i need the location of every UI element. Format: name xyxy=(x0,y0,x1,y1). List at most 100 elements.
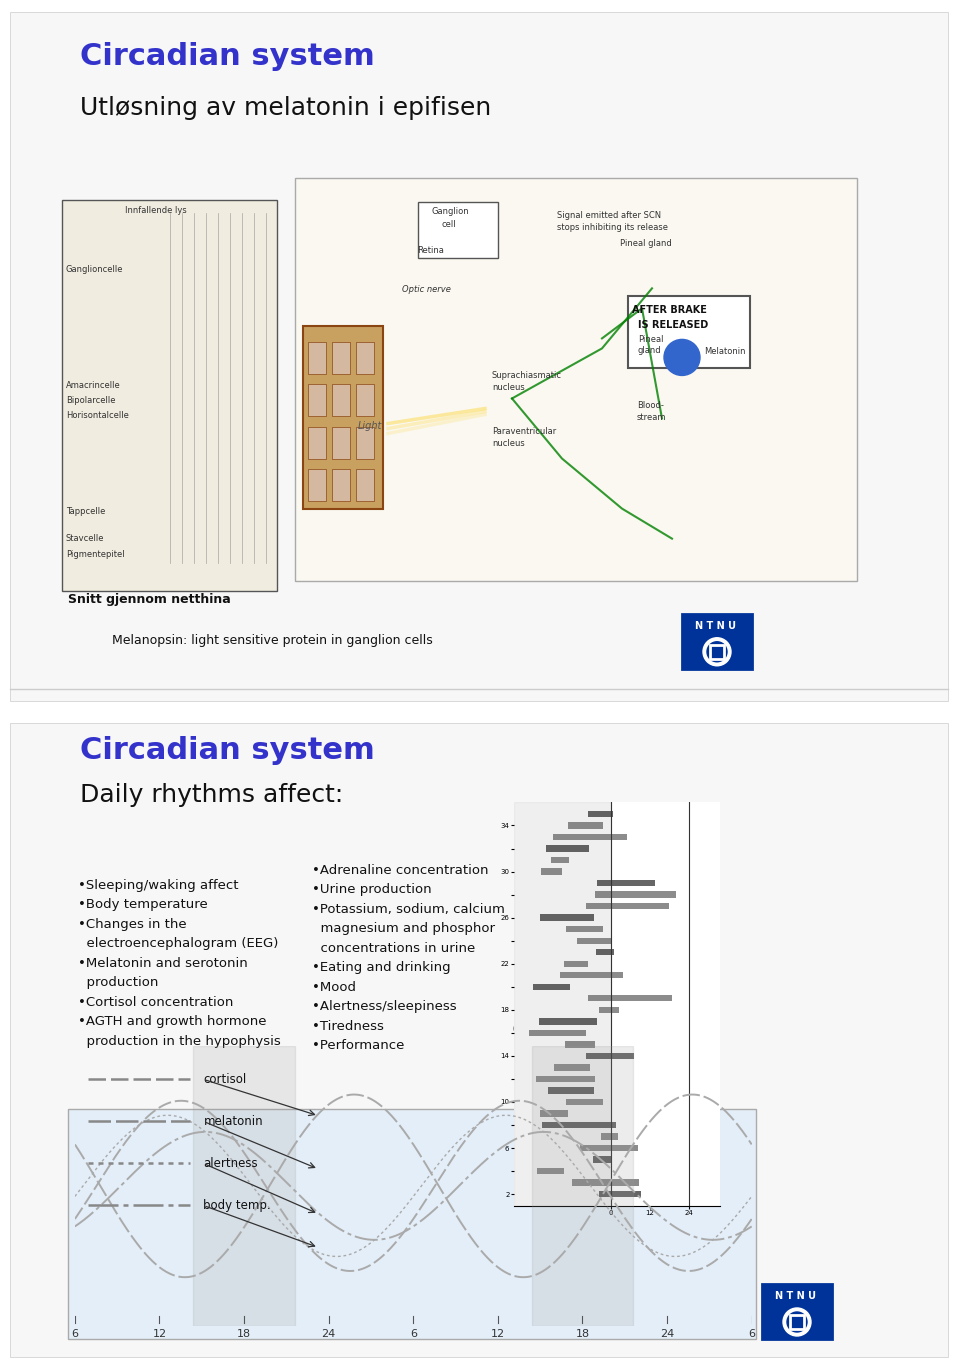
Bar xyxy=(536,1076,594,1083)
Bar xyxy=(762,1284,832,1340)
Bar xyxy=(514,802,611,1206)
Text: nucleus: nucleus xyxy=(492,439,525,447)
Bar xyxy=(587,1053,634,1059)
Bar xyxy=(588,811,613,817)
Text: gland: gland xyxy=(638,346,661,355)
Bar xyxy=(596,949,614,956)
Text: 24: 24 xyxy=(567,1025,578,1033)
Text: Ganglioncelle: Ganglioncelle xyxy=(66,265,124,275)
Text: 12: 12 xyxy=(595,1025,605,1033)
Text: Ganglion: Ganglion xyxy=(432,208,469,216)
Text: N T N U: N T N U xyxy=(775,1290,816,1301)
Bar xyxy=(356,342,374,375)
Bar xyxy=(68,1109,756,1340)
Text: Amacrincelle: Amacrincelle xyxy=(66,381,121,391)
Bar xyxy=(533,984,570,990)
Bar xyxy=(710,645,724,659)
Bar xyxy=(529,1029,586,1036)
Bar xyxy=(193,1046,295,1326)
Circle shape xyxy=(703,638,731,666)
Circle shape xyxy=(664,339,700,376)
Text: stream: stream xyxy=(637,413,666,422)
Text: body temp.: body temp. xyxy=(204,1199,271,1213)
Text: •Adrenaline concentration
•Urine production
•Potassium, sodium, calcium
  magnes: •Adrenaline concentration •Urine product… xyxy=(312,864,505,1053)
Text: cortisol: cortisol xyxy=(204,1073,247,1085)
Bar xyxy=(332,342,350,375)
Bar xyxy=(538,1167,564,1174)
Bar xyxy=(599,1191,641,1197)
Text: Stavcelle: Stavcelle xyxy=(66,533,105,543)
Bar xyxy=(540,1110,568,1117)
Text: 24: 24 xyxy=(616,1025,627,1033)
Bar xyxy=(356,427,374,458)
Bar xyxy=(303,327,383,509)
Text: 12: 12 xyxy=(491,1329,505,1340)
Bar xyxy=(553,834,627,841)
Text: AFTER BRAKE: AFTER BRAKE xyxy=(632,305,707,316)
Text: 6: 6 xyxy=(71,1329,79,1340)
Bar xyxy=(567,823,603,828)
Circle shape xyxy=(787,1312,807,1331)
Bar xyxy=(586,904,669,909)
Bar xyxy=(540,868,563,875)
Bar xyxy=(581,1146,638,1151)
Bar xyxy=(566,1099,603,1105)
Text: Suprachiasmatic: Suprachiasmatic xyxy=(492,372,562,380)
Bar xyxy=(597,880,655,886)
Text: Light: Light xyxy=(358,421,382,431)
Text: 24: 24 xyxy=(660,1329,674,1340)
Text: melatonin: melatonin xyxy=(204,1115,263,1128)
Bar xyxy=(682,614,752,668)
Bar xyxy=(308,384,326,417)
Text: Innfallende lys: Innfallende lys xyxy=(125,206,187,215)
Text: 18: 18 xyxy=(575,1329,589,1340)
Bar xyxy=(308,342,326,375)
Bar xyxy=(564,961,588,966)
Bar xyxy=(356,469,374,500)
Text: stops inhibiting its release: stops inhibiting its release xyxy=(557,223,668,232)
Text: 6: 6 xyxy=(410,1329,417,1340)
Text: Paraventricular: Paraventricular xyxy=(492,427,556,436)
Text: Optic nerve: Optic nerve xyxy=(402,286,451,294)
Bar xyxy=(588,995,671,1002)
Circle shape xyxy=(707,641,727,662)
Bar xyxy=(539,1018,597,1024)
Bar xyxy=(332,427,350,458)
Text: 12: 12 xyxy=(542,1025,553,1033)
Text: Pineal gland: Pineal gland xyxy=(620,239,672,249)
Bar xyxy=(592,1156,612,1163)
Text: alertness: alertness xyxy=(204,1156,258,1170)
Text: Pineal: Pineal xyxy=(638,335,663,344)
Bar xyxy=(540,915,593,921)
Text: •Sleeping/waking affect
•Body temperature
•Changes in the
  electroencephalogram: •Sleeping/waking affect •Body temperatur… xyxy=(78,879,280,1048)
Bar xyxy=(308,469,326,500)
Text: 12: 12 xyxy=(153,1329,166,1340)
Circle shape xyxy=(783,1308,811,1336)
Bar xyxy=(601,1133,618,1140)
Text: cell: cell xyxy=(442,220,457,230)
Text: 24: 24 xyxy=(322,1329,336,1340)
Bar xyxy=(565,925,603,932)
Bar xyxy=(595,891,677,898)
Text: Bipolarcelle: Bipolarcelle xyxy=(66,396,115,406)
Bar xyxy=(560,972,623,979)
Bar xyxy=(295,178,857,581)
Bar xyxy=(332,384,350,417)
Text: 0: 0 xyxy=(513,1025,517,1033)
Bar xyxy=(551,857,569,863)
Text: N T N U: N T N U xyxy=(695,621,736,630)
Bar xyxy=(790,1315,804,1329)
Text: Blood-: Blood- xyxy=(637,402,664,410)
Text: Signal emitted after SCN: Signal emitted after SCN xyxy=(557,212,661,220)
Bar xyxy=(418,202,498,258)
Text: Utløsning av melatonin i epifisen: Utløsning av melatonin i epifisen xyxy=(80,96,492,120)
Bar xyxy=(532,1046,634,1326)
Bar xyxy=(548,1087,594,1094)
Bar xyxy=(572,1180,638,1185)
Bar xyxy=(308,427,326,458)
Text: Tappcelle: Tappcelle xyxy=(66,507,106,515)
Text: Pigmentepitel: Pigmentepitel xyxy=(66,550,125,559)
Bar xyxy=(628,297,750,369)
Text: Horisontalcelle: Horisontalcelle xyxy=(66,411,129,421)
Text: nucleus: nucleus xyxy=(492,384,525,392)
